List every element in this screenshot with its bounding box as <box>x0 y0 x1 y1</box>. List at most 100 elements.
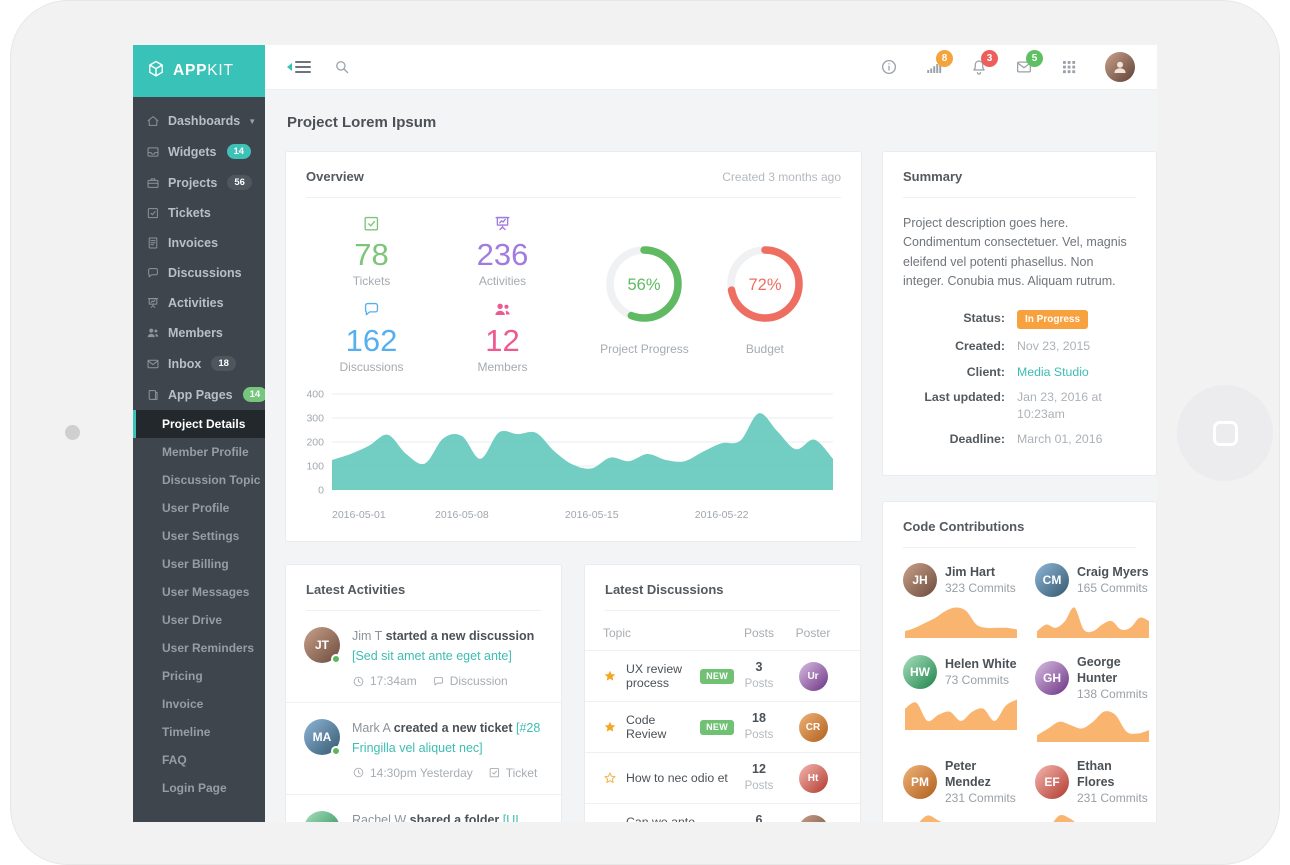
avatar: CR <box>798 712 828 742</box>
latest-activities-title: Latest Activities <box>306 582 406 598</box>
sidebar-subitem-discussion-topic[interactable]: Discussion Topic <box>162 473 261 487</box>
main-content: Project Lorem Ipsum Overview Created 3 m… <box>265 90 1157 822</box>
sidebar-subitem-user-messages[interactable]: User Messages <box>162 585 250 599</box>
star-filled-icon[interactable] <box>603 669 617 683</box>
sidebar-item-dashboards[interactable]: Dashboards ▼ <box>133 106 265 136</box>
app-logo[interactable]: APPKIT <box>133 45 265 97</box>
contributor-commits: 138 Commits <box>1077 687 1148 702</box>
search-icon[interactable] <box>333 58 351 76</box>
discussion-row[interactable]: Can we ante tincidunt?6Posts Cw <box>585 804 860 822</box>
code-contributions-title: Code Contributions <box>903 518 1025 534</box>
contributor-text: Jim Hart 323 Commits <box>945 565 1016 596</box>
sidebar-subitem-user-drive[interactable]: User Drive <box>162 613 223 627</box>
activity-item[interactable]: MA Mark A created a new ticket [#28 Fring… <box>286 703 561 795</box>
star-filled-icon[interactable] <box>603 720 617 734</box>
sidebar-item-inbox[interactable]: Inbox 18 <box>133 348 265 379</box>
discussion-topic-cell: Code Review NEW <box>603 713 734 741</box>
sidebar-item-projects[interactable]: Projects 56 <box>133 167 265 198</box>
stat-label: Discussions <box>339 360 404 375</box>
activity-text: Rachel W shared a folder [UI mocks] <box>352 811 543 822</box>
app-window: APPKIT Dashboards ▼ Widgets 14 Projects 56 Tic… <box>133 45 1157 822</box>
activity-item[interactable]: RW Rachel W shared a folder [UI mocks]12:… <box>286 795 561 822</box>
svg-text:72%: 72% <box>748 276 781 294</box>
commit-sparkline <box>1037 711 1149 743</box>
contributor-helen-white: HW Helen White 73 Commits <box>903 654 1019 745</box>
star-outline-icon[interactable] <box>603 771 617 785</box>
notification-badge: 5 <box>1026 50 1043 67</box>
sidebar-subitem-user-profile[interactable]: User Profile <box>162 501 230 515</box>
activity-link[interactable]: [#28 Fringilla vel aliquet nec] <box>352 721 541 755</box>
stat-activities: 236 Activities <box>437 214 568 288</box>
svg-text:2016-05-22: 2016-05-22 <box>695 509 749 521</box>
sidebar-subitem-member-profile[interactable]: Member Profile <box>162 445 249 459</box>
clock-icon <box>352 766 365 779</box>
info-icon[interactable] <box>880 58 898 76</box>
summary-field-value: In Progress <box>1017 309 1136 329</box>
overview-stats: 78 Tickets 236 Activities 162 Discussions 12 Me… <box>306 214 568 374</box>
contributor-info: CM Craig Myers 165 Commits <box>1035 562 1151 597</box>
discussion-row[interactable]: Code Review NEW 18 Posts CR <box>585 702 860 754</box>
online-dot <box>331 654 341 665</box>
stat-value: 162 <box>345 323 398 359</box>
stats-icon[interactable]: 8 <box>925 50 953 76</box>
sidebar-item-widgets[interactable]: Widgets 14 <box>133 136 265 167</box>
summary-field-value: Nov 23, 2015 <box>1017 339 1091 353</box>
contributor-commits: 73 Commits <box>945 673 1010 688</box>
content-area: 8 3 5 Project Lorem Ipsum Overview Created… <box>265 45 1157 822</box>
sidebar-subitem-invoice[interactable]: Invoice <box>162 697 204 711</box>
activity-actor: Mark A <box>352 721 391 736</box>
sidebar-subitem-login-page[interactable]: Login Page <box>162 781 227 795</box>
sidebar-toggle-icon[interactable] <box>287 61 311 73</box>
activity-body: Mark A created a new ticket [#28 Fringil… <box>352 719 543 780</box>
latest-discussions-panel: Latest Discussions Topic Posts Poster UX… <box>584 564 861 822</box>
sidebar-item-invoices[interactable]: Invoices <box>133 228 265 258</box>
activity-link[interactable]: [UI mocks] <box>502 812 519 822</box>
summary-panel: Summary Project description goes here. C… <box>882 151 1157 476</box>
column-header-topic: Topic <box>603 626 632 641</box>
posts-count: 3 <box>755 660 763 675</box>
activity-link[interactable]: [Sed sit amet ante eget ante] <box>352 648 512 663</box>
mail-icon[interactable]: 5 <box>1015 50 1043 76</box>
count-badge: 56 <box>227 175 252 190</box>
column-header-posts: Posts <box>743 626 774 641</box>
sidebar-item-tickets[interactable]: Tickets <box>133 198 265 228</box>
commit-sparkline <box>1037 607 1149 638</box>
sidebar-item-label: Members <box>168 326 223 340</box>
user-avatar[interactable] <box>1105 52 1135 82</box>
discussion-row[interactable]: UX review process NEW 3 Posts Ur <box>585 651 860 703</box>
sidebar-subitem-pricing[interactable]: Pricing <box>162 669 203 683</box>
activity-body: Jim T started a new discussion [Sed sit … <box>352 627 543 688</box>
sidebar-subitem-user-settings[interactable]: User Settings <box>162 529 240 543</box>
grid-icon[interactable] <box>1060 58 1078 76</box>
overview-donuts: 56% Project Progress 72% Budget <box>568 214 841 374</box>
discussion-row[interactable]: How to nec odio et 12 Posts Ht <box>585 753 860 805</box>
home-button[interactable] <box>1177 385 1273 481</box>
home-icon <box>146 114 160 128</box>
bell-icon[interactable]: 3 <box>970 50 998 76</box>
sidebar-item-members[interactable]: Members <box>133 318 265 348</box>
sidebar-subitem-timeline[interactable]: Timeline <box>162 725 211 739</box>
summary-field-status: Status: In Progress <box>903 309 1136 329</box>
camera-dot <box>65 425 80 440</box>
sidebar-subitem-user-reminders[interactable]: User Reminders <box>162 641 255 655</box>
sidebar-item-discussions[interactable]: Discussions <box>133 258 265 288</box>
sidebar: APPKIT Dashboards ▼ Widgets 14 Projects 56 Tic… <box>133 45 265 822</box>
client-link[interactable]: Media Studio <box>1017 364 1089 379</box>
sidebar-item-label: Inbox <box>168 356 202 371</box>
sidebar-item-activities[interactable]: Activities <box>133 288 265 318</box>
sidebar-subitem-faq[interactable]: FAQ <box>162 753 187 767</box>
commit-sparkline <box>919 815 941 822</box>
sidebar-subitem-user-billing[interactable]: User Billing <box>162 557 229 571</box>
contributor-text: Peter Mendez 231 Commits <box>945 759 1019 805</box>
stat-label: Members <box>477 360 528 375</box>
avatar: RW <box>304 810 340 822</box>
discussion-poster: Ur <box>784 661 842 691</box>
activity-item[interactable]: JT Jim T started a new discussion [Sed si… <box>286 611 561 704</box>
contributor-ethan-flores: EF Ethan Flores 231 Commits <box>1035 759 1151 822</box>
contributor-commits: 231 Commits <box>945 791 1016 806</box>
posts-count: 12 <box>752 762 766 777</box>
sidebar-subitem-project-details[interactable]: Project Details <box>133 410 265 438</box>
contributor-george-hunter: GH George Hunter 138 Commits <box>1035 655 1151 745</box>
